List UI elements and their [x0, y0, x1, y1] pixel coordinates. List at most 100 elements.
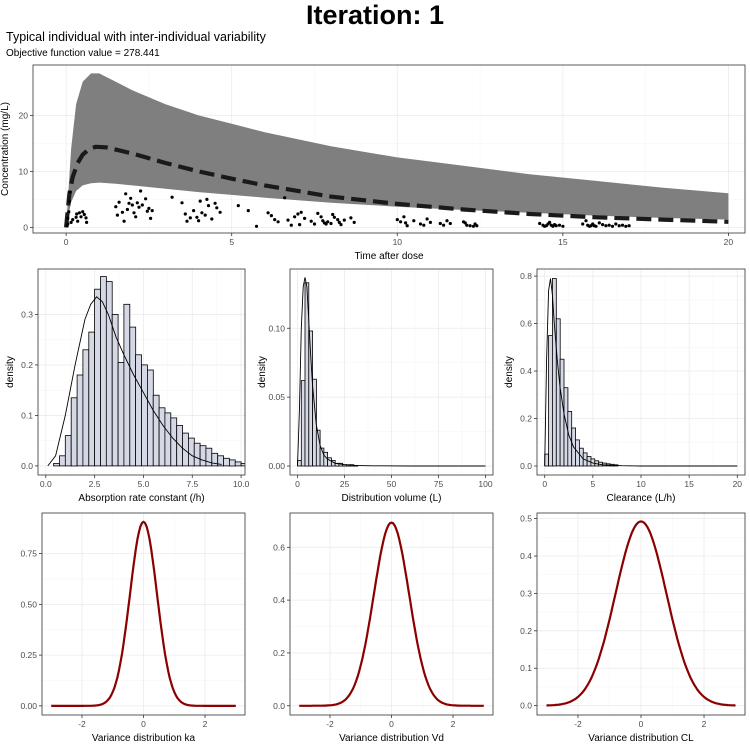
observation-point — [81, 210, 85, 214]
y-tick-label: 0.10 — [268, 323, 285, 333]
observation-point — [286, 218, 290, 222]
histogram-bar — [111, 313, 119, 467]
plot-area — [51, 520, 236, 708]
observation-point — [122, 219, 126, 223]
observation-point — [402, 215, 406, 219]
observation-point — [289, 223, 293, 227]
y-axis-title: density — [504, 356, 515, 388]
observation-point — [445, 219, 449, 223]
y-axis-title: Concentration (mg/L) — [0, 102, 11, 196]
observation-point — [471, 224, 475, 228]
plot-area — [64, 73, 729, 228]
observation-point — [198, 199, 202, 203]
observation-point — [321, 219, 325, 223]
y-tick-label: 0.0 — [273, 701, 285, 711]
histogram-bar — [234, 461, 242, 467]
y-tick-label: 10 — [19, 166, 29, 176]
histogram-bar — [152, 394, 160, 467]
y-tick-label: 0.1 — [21, 410, 33, 420]
observation-point — [185, 219, 189, 223]
observation-point — [610, 224, 615, 228]
panel-vd-hist: 0 25 50 75 100 0.00 0.05 0.10 Distribution volum… — [257, 268, 494, 504]
observation-point — [200, 211, 204, 215]
observation-point — [296, 212, 300, 216]
x-tick-label: -2 — [574, 719, 582, 729]
observation-point — [604, 224, 608, 228]
histogram-bar — [164, 412, 172, 467]
x-tick-label: 50 — [387, 479, 397, 489]
y-tick-label: 0 — [23, 222, 28, 232]
x-tick-label: 7.5 — [186, 479, 198, 489]
observation-point — [192, 209, 196, 213]
x-tick-label: 15 — [684, 479, 694, 489]
histogram-bar — [223, 457, 230, 467]
observation-point — [145, 209, 149, 213]
variability-band — [66, 73, 729, 228]
y-tick-label: 0.1 — [520, 663, 532, 673]
observation-point — [129, 196, 133, 200]
observation-point — [135, 201, 139, 205]
y-tick-label: 0.6 — [273, 542, 285, 552]
observation-point — [120, 210, 124, 214]
observation-point — [127, 201, 131, 205]
panel-border — [32, 64, 746, 234]
observation-point — [213, 201, 217, 205]
observation-point — [77, 211, 81, 215]
x-tick-label: 0.0 — [40, 479, 52, 489]
density-curve — [544, 278, 738, 467]
observation-point — [69, 220, 73, 224]
x-tick-label: 2 — [203, 719, 208, 729]
x-tick-label: 0 — [64, 237, 69, 247]
histogram-bar — [135, 354, 142, 467]
observation-point — [624, 224, 628, 228]
observation-point — [170, 195, 174, 199]
observation-point — [395, 218, 399, 222]
observation-point — [134, 215, 138, 219]
x-tick-label: -2 — [326, 719, 334, 729]
panel-eta-ka: -2 0 2 0.00 0.25 0.50 0.75 Variance distributio… — [20, 512, 246, 744]
observation-point — [114, 205, 118, 209]
histogram-bar — [94, 288, 101, 467]
observation-point — [298, 223, 302, 227]
observation-point — [342, 218, 346, 222]
x-tick-label: 10.0 — [233, 479, 250, 489]
objective-function-value: 278.441 — [123, 48, 160, 59]
y-tick-label: 0.3 — [21, 309, 33, 319]
plot-area — [47, 276, 245, 467]
panel-eta-vd: -2 0 2 0.0 0.2 0.4 0.6 Variance distribution Vd — [273, 512, 494, 744]
x-tick-label: 25 — [340, 479, 350, 489]
observation-point — [594, 224, 598, 228]
observation-point — [115, 213, 119, 217]
observation-point — [428, 220, 432, 224]
observation-point — [84, 216, 88, 220]
histogram-bar — [76, 374, 84, 467]
observation-point — [404, 221, 408, 225]
observation-point — [66, 216, 70, 220]
observation-point — [68, 190, 72, 194]
panel-border — [37, 268, 246, 476]
observation-point — [124, 192, 128, 196]
observation-point — [607, 223, 611, 227]
histogram-bar — [141, 364, 148, 467]
observation-point — [319, 215, 323, 219]
observation-point — [332, 215, 336, 219]
observation-point — [412, 219, 416, 223]
x-tick-label: 5 — [229, 237, 234, 247]
observation-point — [299, 210, 303, 214]
x-tick-label: 20 — [733, 479, 743, 489]
histogram-bar — [240, 462, 245, 467]
observation-point — [140, 203, 144, 207]
observation-point — [418, 222, 423, 226]
observation-point — [197, 219, 201, 223]
observation-point — [463, 221, 467, 225]
panel-cl-hist: 0 5 10 15 20 0.0 0.2 0.4 0.6 0.8 Clearance (L/h) de… — [504, 268, 746, 504]
observation-point — [303, 216, 307, 220]
observation-point — [79, 215, 83, 219]
density-curve — [47, 296, 222, 467]
observation-point — [538, 221, 542, 226]
histogram-bar — [123, 303, 131, 467]
observation-point — [254, 224, 259, 228]
y-tick-label: 0.50 — [20, 599, 37, 609]
x-tick-label: 2 — [451, 719, 456, 729]
